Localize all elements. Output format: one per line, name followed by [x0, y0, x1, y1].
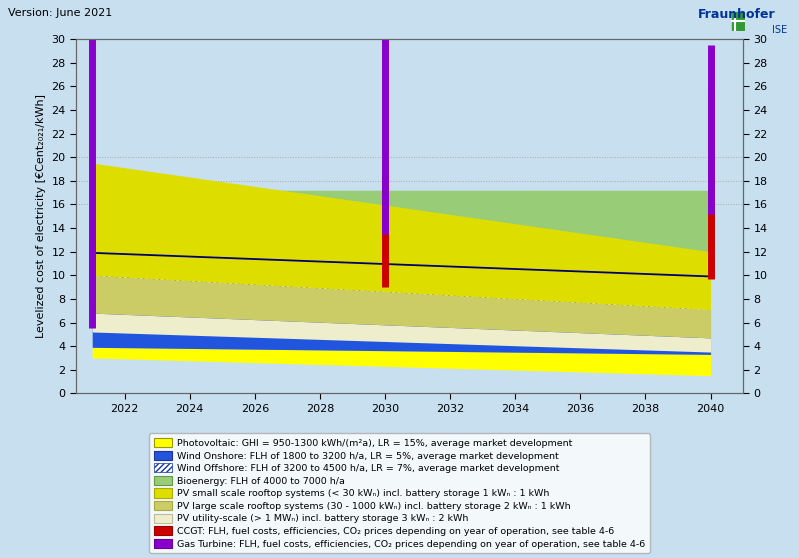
Text: Fraunhofer: Fraunhofer: [698, 8, 775, 21]
Text: ISE: ISE: [772, 25, 787, 35]
Text: Version: June 2021: Version: June 2021: [8, 8, 112, 18]
Legend: Photovoltaic: GHI = 950-1300 kWh/(m²a), LR = 15%, average market development, Wi: Photovoltaic: GHI = 950-1300 kWh/(m²a), …: [149, 434, 650, 554]
Y-axis label: Levelized cost of electricity [€Cent₂₀₂₁/kWh]: Levelized cost of electricity [€Cent₂₀₂₁…: [36, 94, 46, 338]
